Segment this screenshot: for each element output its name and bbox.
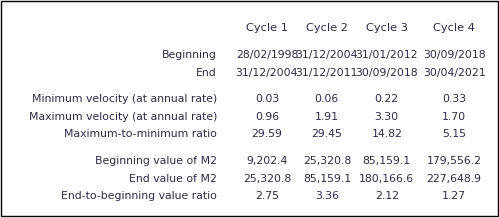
Text: 179,556.2: 179,556.2 [427,156,482,166]
Text: 85,159.1: 85,159.1 [303,174,351,184]
Text: Cycle 3: Cycle 3 [366,23,408,33]
Text: 227,648.9: 227,648.9 [427,174,482,184]
Text: Maximum-to-minimum ratio: Maximum-to-minimum ratio [64,129,217,139]
Text: End-to-beginning value ratio: End-to-beginning value ratio [61,191,217,201]
Text: 3.36: 3.36 [315,191,339,201]
Text: 31/01/2012: 31/01/2012 [355,50,418,60]
Text: 28/02/1998: 28/02/1998 [236,50,298,60]
Text: 3.30: 3.30 [375,112,399,122]
Text: 29.59: 29.59 [251,129,282,139]
Text: Minimum velocity (at annual rate): Minimum velocity (at annual rate) [32,94,217,104]
Text: 29.45: 29.45 [311,129,342,139]
Text: 1.70: 1.70 [442,112,466,122]
Text: 14.82: 14.82 [371,129,402,139]
Text: 0.06: 0.06 [315,94,339,104]
Text: Maximum velocity (at annual rate): Maximum velocity (at annual rate) [28,112,217,122]
Text: Cycle 4: Cycle 4 [433,23,475,33]
Text: 30/04/2021: 30/04/2021 [423,68,486,78]
Text: 0.33: 0.33 [442,94,466,104]
Text: 5.15: 5.15 [442,129,466,139]
Text: 0.03: 0.03 [255,94,279,104]
Text: 31/12/2011: 31/12/2011 [295,68,358,78]
Text: Beginning value of M2: Beginning value of M2 [95,156,217,166]
Text: 0.96: 0.96 [255,112,279,122]
Text: 0.22: 0.22 [375,94,399,104]
Text: 2.75: 2.75 [255,191,279,201]
Text: 25,320.8: 25,320.8 [243,174,291,184]
Text: 2.12: 2.12 [375,191,399,201]
Text: End: End [196,68,217,78]
Text: 30/09/2018: 30/09/2018 [423,50,486,60]
Text: Beginning: Beginning [162,50,217,60]
Text: 31/12/2004: 31/12/2004 [236,68,298,78]
Text: 1.27: 1.27 [442,191,466,201]
Text: Cycle 2: Cycle 2 [306,23,348,33]
Text: 31/12/2004: 31/12/2004 [295,50,358,60]
Text: 25,320.8: 25,320.8 [303,156,351,166]
Text: 85,159.1: 85,159.1 [363,156,411,166]
Text: End value of M2: End value of M2 [129,174,217,184]
Text: 9,202.4: 9,202.4 [247,156,287,166]
Text: 180,166.6: 180,166.6 [359,174,414,184]
Text: 30/09/2018: 30/09/2018 [355,68,418,78]
Text: Cycle 1: Cycle 1 [246,23,288,33]
Text: 1.91: 1.91 [315,112,339,122]
